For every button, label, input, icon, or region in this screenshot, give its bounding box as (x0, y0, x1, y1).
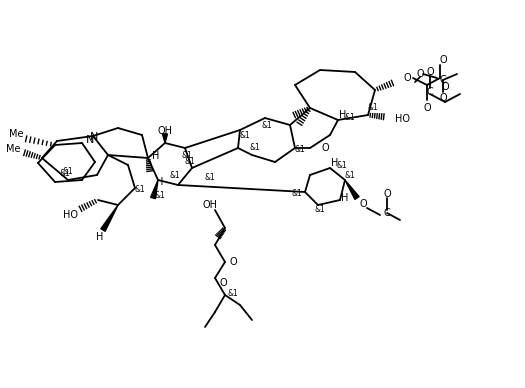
Polygon shape (101, 205, 118, 231)
Text: O: O (219, 278, 227, 288)
Text: OH: OH (203, 200, 217, 210)
Text: N: N (86, 135, 94, 145)
Text: &1: &1 (134, 185, 145, 194)
Text: &1: &1 (344, 170, 355, 180)
Text: H: H (339, 110, 347, 120)
Polygon shape (345, 180, 359, 199)
Text: O: O (359, 199, 367, 209)
Text: &1: &1 (205, 173, 215, 182)
Text: &1: &1 (295, 146, 306, 154)
Polygon shape (163, 134, 167, 143)
Text: H: H (341, 193, 349, 203)
Text: &1: &1 (170, 170, 181, 180)
Text: OH: OH (158, 126, 173, 136)
Text: O: O (416, 69, 424, 79)
Text: O: O (383, 189, 391, 199)
Text: &1: &1 (182, 151, 192, 161)
Text: H: H (96, 232, 104, 242)
Text: &1: &1 (185, 158, 195, 166)
Text: &1: &1 (60, 170, 70, 178)
Text: &1: &1 (314, 206, 326, 215)
Text: &1: &1 (368, 102, 379, 111)
Text: C: C (439, 75, 446, 85)
Text: HO: HO (62, 210, 78, 220)
Text: &1: &1 (291, 189, 302, 199)
Text: &1: &1 (155, 191, 165, 199)
Text: HO: HO (395, 114, 411, 124)
Text: &1: &1 (228, 289, 238, 298)
Text: H: H (331, 158, 339, 168)
Text: N: N (90, 132, 98, 142)
Text: &1: &1 (62, 168, 74, 177)
Text: &1: &1 (344, 114, 355, 123)
Text: H: H (156, 177, 164, 187)
Text: O: O (321, 143, 329, 153)
Text: C: C (384, 208, 391, 218)
Text: &1: &1 (239, 130, 250, 140)
Text: O: O (439, 55, 447, 65)
Text: C: C (427, 87, 433, 97)
Text: &1: &1 (261, 121, 272, 130)
Text: O: O (403, 73, 411, 83)
Text: O: O (229, 257, 237, 267)
Text: O: O (426, 67, 434, 77)
Text: &1: &1 (337, 161, 348, 170)
Text: O: O (441, 82, 449, 92)
Text: O: O (439, 93, 447, 103)
Text: H: H (152, 151, 160, 161)
Text: O: O (423, 103, 431, 113)
Text: Me: Me (6, 144, 20, 154)
Text: Me: Me (9, 129, 23, 139)
Polygon shape (151, 180, 158, 199)
Text: &1: &1 (249, 144, 260, 152)
